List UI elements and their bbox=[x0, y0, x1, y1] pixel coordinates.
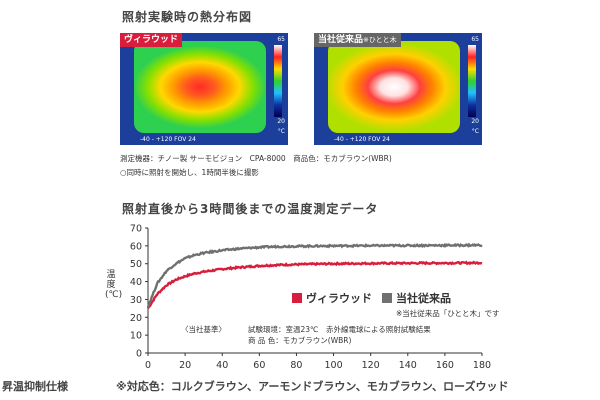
scale-max-right: 65 bbox=[471, 36, 479, 43]
y-tick-label: 60 bbox=[130, 241, 142, 252]
thermal-image-right: 当社従来品※ひとと木 65 20 °C -40 - +120 FOV 24 bbox=[314, 33, 482, 145]
y-tick-label: 30 bbox=[130, 295, 142, 306]
y-tick-label: 70 bbox=[130, 224, 142, 235]
legend-swatch-1 bbox=[382, 293, 392, 303]
chart-title: 照射直後から3時間後までの温度測定データ bbox=[122, 202, 379, 216]
color-scale-right bbox=[468, 45, 476, 117]
x-tick-label: 80 bbox=[290, 360, 302, 371]
thermal-title: 照射実験時の熱分布図 bbox=[122, 10, 253, 24]
scale-unit-right: °C bbox=[471, 128, 479, 135]
x-tick-label: 20 bbox=[179, 360, 191, 371]
thermal-right-label-note: ※ひとと木 bbox=[363, 36, 397, 44]
scale-min-left: 20 bbox=[277, 118, 285, 125]
x-tick-label: 140 bbox=[399, 360, 417, 371]
legend-note: ※当社従来品「ひとと木」です bbox=[396, 308, 500, 318]
fov-right: -40 - +120 FOV 24 bbox=[334, 136, 390, 143]
x-tick-label: 160 bbox=[436, 360, 454, 371]
series-line-0 bbox=[146, 260, 483, 309]
colors-text: ※対応色：コルクブラウン、アーモンドブラウン、モカブラウン、ローズウッド bbox=[116, 380, 509, 393]
thermal-image-left: ヴィラウッド 65 20 °C -40 - +120 FOV 24 bbox=[120, 33, 288, 145]
y-tick-label: 10 bbox=[130, 331, 142, 342]
legend-swatch-0 bbox=[292, 293, 302, 303]
legend-label-1: 当社従来品 bbox=[396, 291, 451, 305]
x-tick-label: 0 bbox=[145, 360, 151, 371]
thermal-right-label-text: 当社従来品 bbox=[318, 35, 364, 45]
thermal-left-label: ヴィラウッド bbox=[120, 33, 183, 47]
y-tick-label: 20 bbox=[130, 313, 142, 324]
color-scale-left bbox=[274, 45, 282, 117]
thermal-caption-1: 測定機器：チノー製 サーモビジョン CPA-8000 商品色：モカブラウン(WB… bbox=[120, 154, 392, 163]
x-tick-label: 100 bbox=[324, 360, 342, 371]
scale-unit-left: °C bbox=[277, 128, 285, 135]
y-tick-label: 40 bbox=[130, 277, 142, 288]
y-tick-label: 50 bbox=[130, 259, 142, 270]
x-tick-label: 120 bbox=[362, 360, 380, 371]
x-tick-label: 180 bbox=[473, 360, 491, 371]
thermal-right-label: 当社従来品※ひとと木 bbox=[314, 33, 401, 47]
y-axis-label: 温度(℃) bbox=[105, 270, 123, 300]
x-tick-label: 60 bbox=[253, 360, 265, 371]
legend-label-0: ヴィラウッド bbox=[306, 291, 372, 305]
scale-max-left: 65 bbox=[277, 36, 285, 43]
annotation-line2: 商 品 色：モカブラウン(WBR) bbox=[248, 336, 352, 345]
y-tick-label: 0 bbox=[136, 349, 142, 360]
series-line-1 bbox=[146, 242, 483, 308]
thermal-caption-2: ○同時に照射を開始し、1時間半後に撮影 bbox=[120, 168, 259, 177]
fov-left: -40 - +120 FOV 24 bbox=[140, 136, 196, 143]
scale-min-right: 20 bbox=[471, 118, 479, 125]
annotation-line1: 試験環境：室温23℃ 赤外線電球による照射試験結果 bbox=[248, 325, 431, 334]
x-tick-label: 40 bbox=[216, 360, 228, 371]
spec-label: 昇温抑制仕様 bbox=[2, 380, 68, 393]
annotation-left: 〈当社基準〉 bbox=[181, 325, 226, 334]
